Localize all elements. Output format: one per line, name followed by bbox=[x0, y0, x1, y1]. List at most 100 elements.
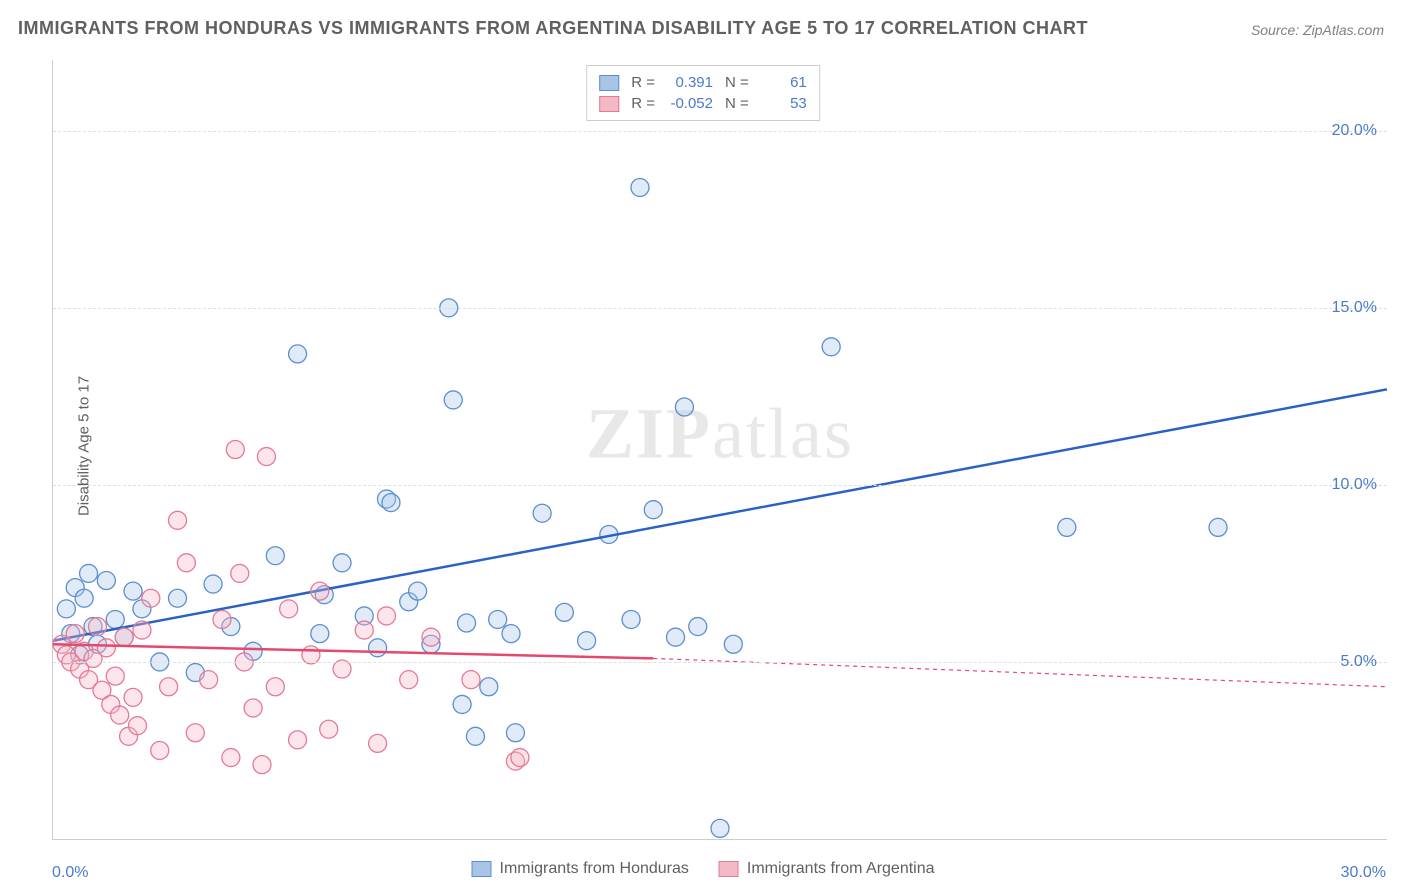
data-point bbox=[409, 582, 427, 600]
data-point bbox=[124, 582, 142, 600]
stat-label-n: N = bbox=[725, 74, 749, 91]
data-point bbox=[213, 610, 231, 628]
stat-value-n: 61 bbox=[757, 74, 807, 91]
stat-label-r: R = bbox=[631, 74, 655, 91]
data-point bbox=[711, 819, 729, 837]
gridline bbox=[53, 131, 1387, 132]
legend-item: Immigrants from Argentina bbox=[719, 860, 935, 878]
legend-item: Immigrants from Honduras bbox=[471, 860, 688, 878]
stat-value-n: 53 bbox=[757, 95, 807, 112]
data-point bbox=[311, 625, 329, 643]
data-point bbox=[622, 610, 640, 628]
data-point bbox=[466, 727, 484, 745]
legend-stats: R = 0.391 N = 61 R = -0.052 N = 53 bbox=[586, 65, 820, 121]
data-point bbox=[177, 554, 195, 572]
data-point bbox=[128, 717, 146, 735]
data-point bbox=[97, 572, 115, 590]
plot-area: ZIPatlas 5.0%10.0%15.0%20.0% bbox=[52, 60, 1387, 840]
data-point bbox=[133, 621, 151, 639]
legend-swatch-icon bbox=[719, 861, 739, 877]
legend-stats-row: R = -0.052 N = 53 bbox=[599, 93, 807, 114]
chart-title: IMMIGRANTS FROM HONDURAS VS IMMIGRANTS F… bbox=[18, 18, 1088, 39]
data-point bbox=[253, 756, 271, 774]
data-point bbox=[222, 749, 240, 767]
data-point bbox=[689, 618, 707, 636]
gridline bbox=[53, 308, 1387, 309]
chart-container: IMMIGRANTS FROM HONDURAS VS IMMIGRANTS F… bbox=[0, 0, 1406, 892]
data-point bbox=[644, 501, 662, 519]
data-point bbox=[578, 632, 596, 650]
data-point bbox=[115, 628, 133, 646]
data-point bbox=[266, 678, 284, 696]
data-point bbox=[724, 635, 742, 653]
data-point bbox=[1058, 518, 1076, 536]
data-point bbox=[511, 749, 529, 767]
data-point bbox=[106, 667, 124, 685]
data-point bbox=[369, 734, 387, 752]
data-point bbox=[320, 720, 338, 738]
data-point bbox=[97, 639, 115, 657]
data-point bbox=[631, 178, 649, 196]
data-point bbox=[1209, 518, 1227, 536]
data-point bbox=[382, 494, 400, 512]
data-point bbox=[142, 589, 160, 607]
x-axis-tick-label: 0.0% bbox=[52, 864, 88, 882]
data-point bbox=[555, 603, 573, 621]
data-point bbox=[169, 589, 187, 607]
data-point bbox=[422, 628, 440, 646]
data-point bbox=[506, 724, 524, 742]
data-point bbox=[57, 600, 75, 618]
data-point bbox=[480, 678, 498, 696]
y-axis-tick-label: 20.0% bbox=[1332, 122, 1377, 140]
legend-stats-row: R = 0.391 N = 61 bbox=[599, 72, 807, 93]
data-point bbox=[458, 614, 476, 632]
legend-swatch-icon bbox=[471, 861, 491, 877]
data-point bbox=[106, 610, 124, 628]
trendline bbox=[53, 389, 1387, 640]
data-point bbox=[289, 731, 307, 749]
gridline bbox=[53, 485, 1387, 486]
data-point bbox=[231, 564, 249, 582]
trendline bbox=[53, 644, 653, 658]
stat-value-r: -0.052 bbox=[663, 95, 713, 112]
data-point bbox=[204, 575, 222, 593]
data-point bbox=[462, 671, 480, 689]
legend-item-label: Immigrants from Argentina bbox=[747, 860, 935, 878]
gridline bbox=[53, 662, 1387, 663]
data-point bbox=[444, 391, 462, 409]
data-point bbox=[667, 628, 685, 646]
data-point bbox=[378, 607, 396, 625]
data-point bbox=[289, 345, 307, 363]
legend-item-label: Immigrants from Honduras bbox=[499, 860, 688, 878]
data-point bbox=[533, 504, 551, 522]
y-axis-tick-label: 10.0% bbox=[1332, 476, 1377, 494]
data-point bbox=[200, 671, 218, 689]
data-point bbox=[257, 448, 275, 466]
data-point bbox=[280, 600, 298, 618]
legend-swatch-icon bbox=[599, 75, 619, 91]
stat-label-r: R = bbox=[631, 95, 655, 112]
data-point bbox=[169, 511, 187, 529]
stat-value-r: 0.391 bbox=[663, 74, 713, 91]
data-point bbox=[489, 610, 507, 628]
y-axis-tick-label: 5.0% bbox=[1341, 653, 1377, 671]
data-point bbox=[453, 695, 471, 713]
data-point bbox=[80, 564, 98, 582]
plot-svg bbox=[53, 60, 1387, 839]
data-point bbox=[88, 618, 106, 636]
x-axis-tick-label: 30.0% bbox=[1341, 864, 1386, 882]
data-point bbox=[111, 706, 129, 724]
y-axis-tick-label: 15.0% bbox=[1332, 299, 1377, 317]
stat-label-n: N = bbox=[725, 95, 749, 112]
legend-series: Immigrants from Honduras Immigrants from… bbox=[471, 860, 934, 878]
data-point bbox=[124, 688, 142, 706]
data-point bbox=[160, 678, 178, 696]
source-attribution: Source: ZipAtlas.com bbox=[1251, 22, 1384, 38]
data-point bbox=[311, 582, 329, 600]
data-point bbox=[369, 639, 387, 657]
data-point bbox=[502, 625, 520, 643]
data-point bbox=[186, 724, 204, 742]
data-point bbox=[151, 741, 169, 759]
data-point bbox=[75, 589, 93, 607]
data-point bbox=[400, 671, 418, 689]
